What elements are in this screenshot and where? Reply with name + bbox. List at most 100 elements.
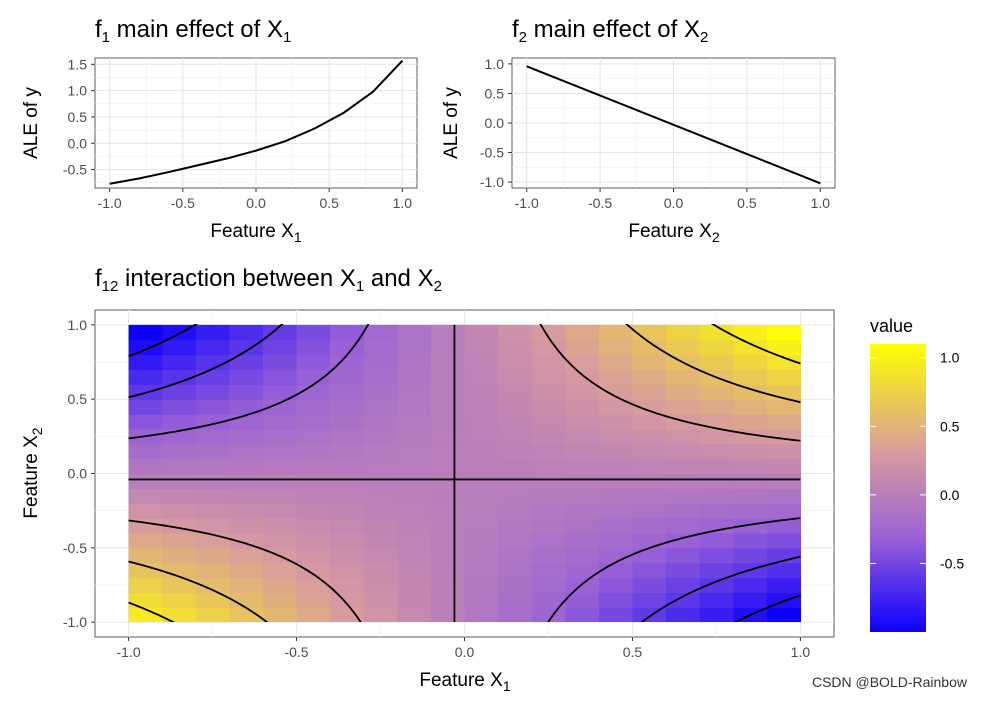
heatmap-cell [229,325,263,340]
heatmap-cell [465,429,499,444]
heatmap-cell [330,429,364,444]
heatmap-cell [397,384,431,399]
heatmap-cell [565,533,599,548]
heatmap-cell [666,384,700,399]
heatmap-cell [465,340,499,355]
heatmap-cell [565,548,599,563]
heatmap-cell [565,444,599,459]
heatmap-cell [297,399,331,414]
heatmap-cell [162,459,196,474]
heatmap-cell [666,607,700,622]
heatmap-cell [129,548,163,563]
heatmap-cell [431,384,465,399]
heatmap-cell [229,384,263,399]
heatmap-cell [297,533,331,548]
panel-f12-y-axis: -1.0-0.50.00.51.0 [63,317,95,630]
heatmap-cell [700,578,734,593]
heatmap-cell [733,503,767,518]
heatmap-cell [599,355,633,370]
heatmap-cell [498,578,532,593]
heatmap-cell [196,369,230,384]
x-tick-label: 1.0 [791,644,811,660]
heatmap-cell [364,592,398,607]
heatmap-cell [599,592,633,607]
heatmap-cell [700,459,734,474]
heatmap-cell [162,607,196,622]
y-tick-label: -0.5 [63,540,87,556]
heatmap-cell [498,369,532,384]
heatmap-cell [263,429,297,444]
heatmap-cell [700,399,734,414]
heatmap-cell [599,340,633,355]
heatmap-cell [297,429,331,444]
heatmap-cell [162,533,196,548]
y-tick-label: 1.0 [68,317,88,333]
heatmap-cell [229,459,263,474]
heatmap-cell [263,488,297,503]
heatmap-cell [733,548,767,563]
heatmap-cell [431,578,465,593]
heatmap-cell [565,384,599,399]
heatmap-cell [767,533,801,548]
heatmap-cell [162,488,196,503]
legend-tick-label: 1.0 [940,350,960,366]
heatmap-cell [162,414,196,429]
heatmap-cell [330,369,364,384]
heatmap-cell [297,607,331,622]
heatmap-cell [431,592,465,607]
heatmap-cell [700,474,734,489]
heatmap-cell [431,444,465,459]
heatmap-cell [196,444,230,459]
heatmap-cell [397,548,431,563]
heatmap-cell [330,414,364,429]
heatmap-cell [397,340,431,355]
legend-title: value [870,316,913,336]
heatmap-cell [431,429,465,444]
heatmap-cell [397,325,431,340]
heatmap-cell [532,474,566,489]
heatmap-cell [565,340,599,355]
heatmap-cell [532,518,566,533]
heatmap-cell [397,355,431,370]
heatmap-cell [263,414,297,429]
heatmap-cell [599,578,633,593]
heatmap-cell [599,414,633,429]
heatmap-cell [162,474,196,489]
legend-colorbar [870,344,926,632]
heatmap-cell [263,340,297,355]
heatmap-cell [700,488,734,503]
heatmap-cell [767,607,801,622]
heatmap-cell [465,503,499,518]
heatmap-cell [129,459,163,474]
heatmap-cell [330,548,364,563]
heatmap-cell [229,414,263,429]
heatmap-cell [465,355,499,370]
heatmap-cell [632,355,666,370]
heatmap-cell [532,384,566,399]
y-tick-label: -1.0 [480,174,504,190]
panel-f2-title: f2 main effect of X2 [512,16,708,46]
heatmap-cell [196,325,230,340]
y-tick-label: -1.0 [63,614,87,630]
heatmap-cell [767,578,801,593]
heatmap-cell [498,503,532,518]
heatmap-cell [297,459,331,474]
heatmap-cell [498,399,532,414]
y-tick-label: -0.5 [480,145,504,161]
heatmap-cell [465,474,499,489]
panel-f1-x-axis-title: Feature X1 [210,221,301,245]
heatmap-cell [397,503,431,518]
heatmap-cell [229,444,263,459]
heatmap-cell [364,444,398,459]
heatmap-cell [196,488,230,503]
heatmap-cell [632,548,666,563]
heatmap-cell [431,325,465,340]
heatmap-cell [498,429,532,444]
heatmap-cell [129,578,163,593]
x-tick-label: -1.0 [515,195,539,211]
heatmap-cell [465,414,499,429]
heatmap-cell [632,533,666,548]
x-tick-label: 0.0 [455,644,475,660]
panel-f12-heatmap [129,325,801,623]
heatmap-cell [196,459,230,474]
